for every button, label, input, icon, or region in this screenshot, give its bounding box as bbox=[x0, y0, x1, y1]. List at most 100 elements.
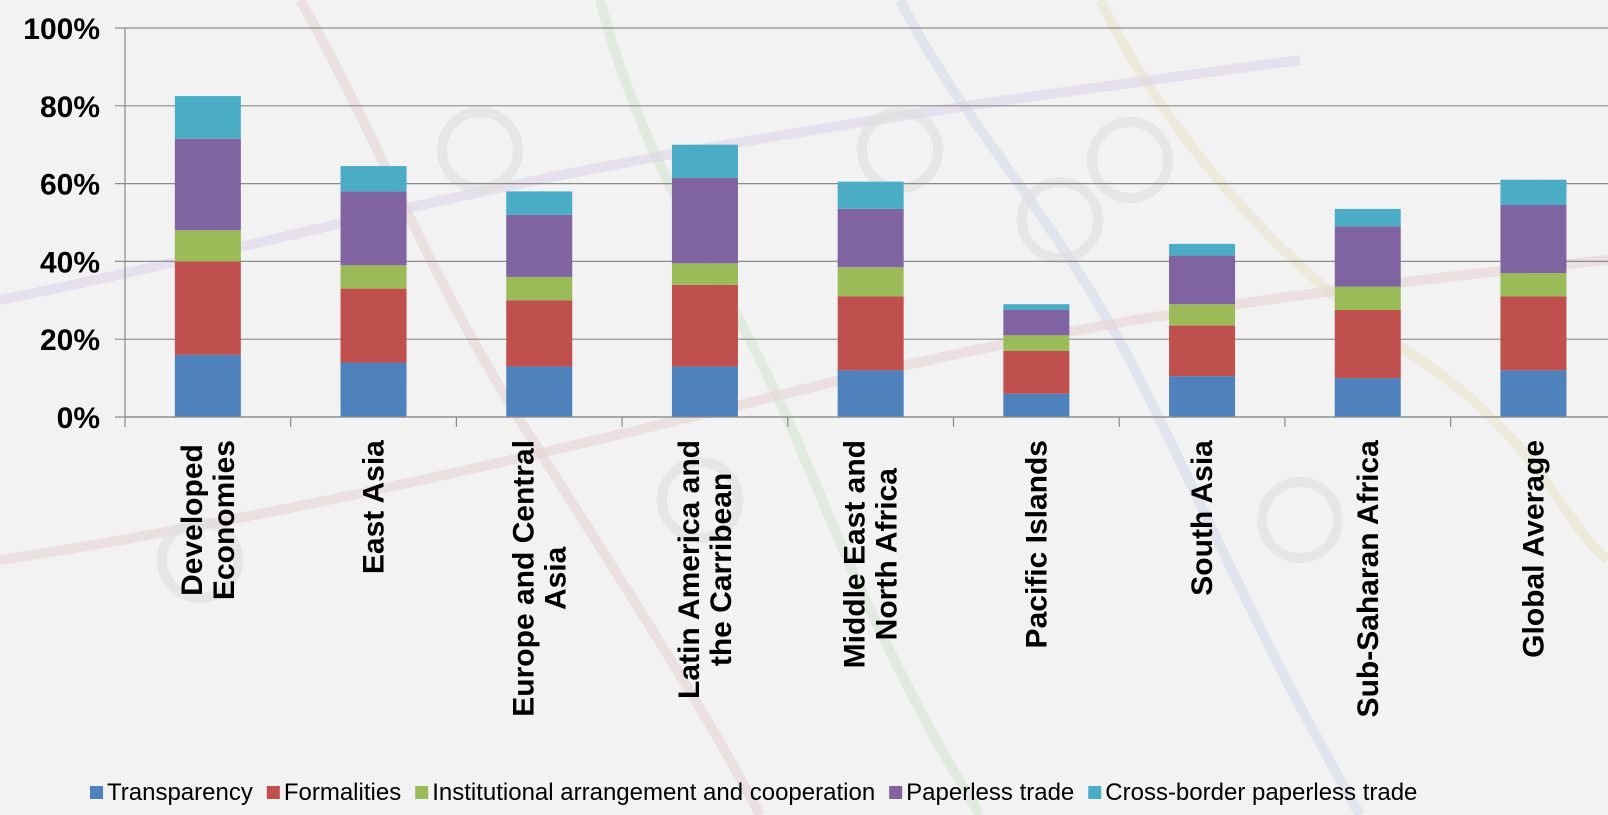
category-label-line: Developed bbox=[176, 444, 209, 596]
category-label-line: Sub-Saharan Africa bbox=[1352, 440, 1385, 718]
background-curve bbox=[895, 0, 1365, 815]
category-label: Global Average bbox=[1517, 440, 1550, 658]
bar-segment bbox=[340, 288, 407, 363]
bar-segment bbox=[1500, 273, 1567, 297]
background-curve bbox=[295, 0, 765, 815]
background-curve bbox=[0, 255, 1608, 565]
bar-segment bbox=[837, 181, 904, 209]
bar-segment bbox=[1334, 226, 1401, 287]
background-curve bbox=[595, 0, 985, 815]
category-label: Middle East andNorth Africa bbox=[839, 440, 904, 668]
background-ring bbox=[857, 107, 943, 193]
legend-swatch bbox=[266, 786, 280, 799]
category-label-line: Asia bbox=[539, 546, 572, 610]
bar-segment bbox=[837, 296, 904, 371]
bar-segment bbox=[1334, 208, 1401, 227]
legend-label: Paperless trade bbox=[906, 779, 1074, 806]
bars bbox=[174, 96, 1567, 417]
category-label-line: Middle East and bbox=[839, 440, 872, 668]
bar-segment bbox=[1003, 304, 1070, 311]
legend-swatch bbox=[889, 786, 903, 799]
bar-segment bbox=[506, 214, 573, 277]
bar-segment bbox=[1500, 204, 1567, 274]
bar-segment bbox=[1169, 376, 1236, 417]
background-ring bbox=[1257, 477, 1343, 563]
legend-swatch bbox=[415, 786, 429, 799]
category-label-line: the Carribean bbox=[705, 473, 738, 666]
category-label: Latin America andthe Carribean bbox=[673, 440, 738, 699]
category-label-line: East Asia bbox=[358, 440, 391, 574]
bar-segment bbox=[1500, 179, 1567, 205]
y-axis: 0% 20% 40% 60% 80% 100% bbox=[23, 13, 126, 435]
legend-swatch bbox=[1088, 786, 1102, 799]
category-label: South Asia bbox=[1186, 440, 1219, 596]
y-tick-label: 60% bbox=[40, 169, 100, 202]
bar-segment bbox=[1500, 296, 1567, 371]
category-label-line: Europe and Central bbox=[507, 440, 540, 717]
bar-segment bbox=[340, 191, 407, 266]
bar-segment bbox=[1003, 335, 1070, 351]
y-tick-label: 80% bbox=[40, 91, 100, 124]
bar-segment bbox=[174, 138, 241, 231]
bar-segment bbox=[837, 208, 904, 268]
bar-segment bbox=[506, 191, 573, 215]
bar-segment bbox=[1003, 350, 1070, 394]
category-label-line: Latin America and bbox=[673, 440, 706, 699]
background-ring bbox=[437, 107, 523, 193]
bar-segment bbox=[340, 265, 407, 289]
bar-segment bbox=[671, 144, 738, 178]
bar-segment bbox=[1169, 325, 1236, 377]
bar-segment bbox=[174, 96, 241, 139]
legend-label: Transparency bbox=[107, 779, 253, 806]
bar-segment bbox=[1500, 370, 1567, 417]
bar-segment bbox=[1334, 310, 1401, 379]
legend-label: Institutional arrangement and cooperatio… bbox=[432, 779, 875, 806]
bar-segment bbox=[1169, 304, 1236, 326]
y-tick-label: 100% bbox=[23, 13, 100, 46]
bar-segment bbox=[506, 300, 573, 367]
bar-segment bbox=[340, 362, 407, 417]
background-ring bbox=[157, 517, 243, 603]
bar-segment bbox=[340, 166, 407, 192]
category-label: East Asia bbox=[358, 440, 391, 574]
bar-segment bbox=[1334, 286, 1401, 311]
bar-segment bbox=[1169, 243, 1236, 256]
category-label: Sub-Saharan Africa bbox=[1352, 440, 1385, 718]
legend-label: Formalities bbox=[284, 779, 401, 806]
bar-segment bbox=[837, 370, 904, 417]
bar-segment bbox=[671, 284, 738, 367]
bar-segment bbox=[174, 230, 241, 262]
bar-segment bbox=[506, 366, 573, 417]
bar-segment bbox=[506, 276, 573, 301]
category-label: Europe and CentralAsia bbox=[507, 440, 572, 717]
category-label: Pacific Islands bbox=[1020, 440, 1053, 648]
legend: Transparency Formalities Institutional arr… bbox=[90, 779, 1417, 806]
legend-label: Cross-border paperless trade bbox=[1105, 779, 1417, 806]
background-ring bbox=[1087, 117, 1173, 203]
category-label: DevelopedEconomies bbox=[176, 440, 241, 600]
category-label-line: North Africa bbox=[871, 468, 904, 641]
bar-segment bbox=[1169, 255, 1236, 305]
y-tick-label: 40% bbox=[40, 246, 100, 279]
category-label-line: Economies bbox=[208, 440, 241, 600]
bar-segment bbox=[671, 263, 738, 285]
bar-segment bbox=[1003, 310, 1070, 336]
bar-segment bbox=[1003, 393, 1070, 417]
background-ring bbox=[657, 457, 743, 543]
bar-segment bbox=[671, 366, 738, 417]
category-label-line: Pacific Islands bbox=[1020, 440, 1053, 648]
background-ring bbox=[1017, 177, 1103, 263]
bar-segment bbox=[1334, 378, 1401, 417]
bar-segment bbox=[837, 267, 904, 297]
y-tick-label: 20% bbox=[40, 324, 100, 357]
bar-segment bbox=[174, 354, 241, 417]
x-axis: DevelopedEconomies East Asia Europe and Ce… bbox=[124, 416, 1608, 718]
y-tick-label: 0% bbox=[57, 402, 100, 435]
bar-segment bbox=[174, 261, 241, 355]
legend-swatch bbox=[90, 786, 103, 799]
bar-segment bbox=[671, 177, 738, 264]
category-label-line: Global Average bbox=[1517, 440, 1550, 658]
